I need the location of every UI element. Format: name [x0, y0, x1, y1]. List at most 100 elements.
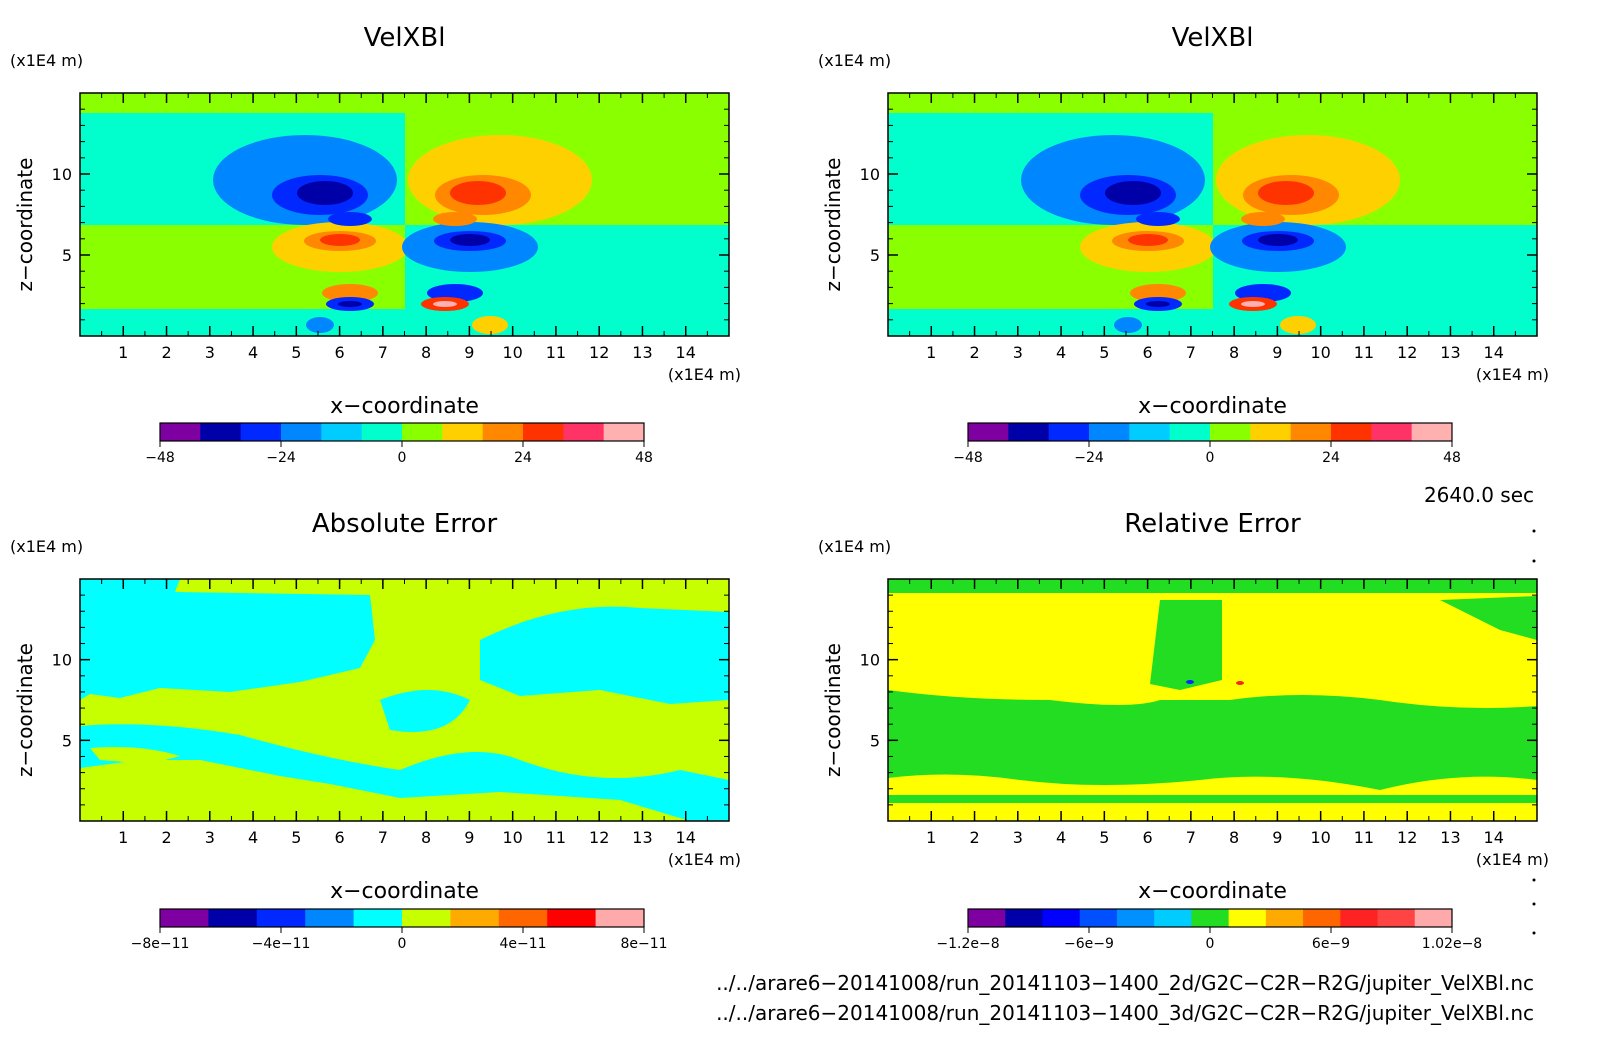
x-unit-absolute-error: (x1E4 m)	[668, 850, 741, 869]
x-tick-label-absolute-error: 9	[464, 828, 474, 847]
x-tick-label-absolute-error: 2	[161, 828, 171, 847]
y-tick-label-velxbl-left: 5	[62, 246, 72, 265]
colorbar-label-velxbl-left: 24	[514, 450, 532, 466]
x-tick-label-absolute-error: 14	[676, 828, 696, 847]
y-unit-relative-error: (x1E4 m)	[818, 537, 891, 556]
ylabel-velxbl-right: z−coordinate	[821, 158, 845, 292]
y-tick-label-velxbl-right: 10	[860, 165, 880, 184]
colorbar-swatch-velxbl-left	[160, 423, 201, 441]
colorbar-swatch-absolute-error	[208, 909, 258, 927]
colorbar-swatch-absolute-error	[256, 909, 306, 927]
colorbar-swatch-absolute-error	[450, 909, 500, 927]
colorbar-swatch-absolute-error	[547, 909, 597, 927]
colorbar-swatch-relative-error	[1303, 909, 1341, 927]
colorbar-swatch-relative-error	[1005, 909, 1043, 927]
colorbar-swatch-velxbl-right	[1371, 423, 1413, 441]
x-tick-label-absolute-error: 8	[421, 828, 431, 847]
x-tick-label-relative-error: 2	[969, 828, 979, 847]
x-tick-label-velxbl-left: 2	[161, 343, 171, 362]
colorbar-swatch-velxbl-left	[361, 423, 403, 441]
x-tick-label-velxbl-right: 4	[1056, 343, 1066, 362]
colorbar-label-velxbl-right: −24	[1074, 450, 1104, 466]
x-tick-label-velxbl-left: 4	[248, 343, 258, 362]
xlabel-velxbl-left: x−coordinate	[330, 394, 479, 419]
x-tick-label-velxbl-right: 7	[1186, 343, 1196, 362]
title-absolute-error: Absolute Error	[312, 509, 498, 539]
panel-velxbl-left	[79, 92, 730, 337]
x-tick-label-velxbl-right: 13	[1440, 343, 1460, 362]
y-tick-label-relative-error: 10	[860, 651, 880, 670]
colorbar-swatch-velxbl-right	[1331, 423, 1372, 441]
colorbar-swatch-absolute-error	[498, 909, 548, 927]
field-velxbl-right	[888, 93, 1537, 336]
colorbar-swatch-relative-error	[968, 909, 1006, 927]
colorbar-swatch-relative-error	[1042, 909, 1081, 927]
colorbar-swatch-relative-error	[1414, 909, 1453, 927]
x-tick-label-velxbl-left: 14	[676, 343, 696, 362]
colorbar-swatch-velxbl-left	[563, 423, 605, 441]
colorbar-label-relative-error: 6e−9	[1312, 936, 1350, 952]
x-unit-relative-error: (x1E4 m)	[1476, 850, 1549, 869]
colorbar-label-velxbl-left: −24	[266, 450, 296, 466]
colorbar-swatch-relative-error	[1377, 909, 1416, 927]
colorbar-label-velxbl-right: 0	[1206, 450, 1215, 466]
colorbar-swatch-velxbl-right	[1210, 423, 1251, 441]
y-tick-label-absolute-error: 10	[52, 651, 72, 670]
x-tick-label-absolute-error: 6	[335, 828, 345, 847]
x-tick-label-velxbl-left: 1	[118, 343, 128, 362]
x-tick-label-velxbl-left: 6	[335, 343, 345, 362]
colorbar-swatch-relative-error	[1191, 909, 1230, 927]
colorbar-label-velxbl-left: 48	[635, 450, 653, 466]
colorbar-swatch-velxbl-right	[1411, 423, 1453, 441]
colorbar-swatch-velxbl-right	[1129, 423, 1171, 441]
x-tick-label-relative-error: 4	[1056, 828, 1066, 847]
y-unit-velxbl-right: (x1E4 m)	[818, 51, 891, 70]
colorbar-label-velxbl-right: 48	[1443, 450, 1461, 466]
y-tick-label-velxbl-left: 10	[52, 165, 72, 184]
y-tick-label-absolute-error: 5	[62, 731, 72, 750]
colorbar-swatch-relative-error	[1340, 909, 1379, 927]
x-tick-label-velxbl-right: 12	[1397, 343, 1417, 362]
x-tick-label-velxbl-right: 9	[1272, 343, 1282, 362]
x-tick-label-relative-error: 11	[1354, 828, 1374, 847]
x-tick-label-velxbl-left: 7	[378, 343, 388, 362]
x-tick-label-relative-error: 14	[1484, 828, 1504, 847]
colorbar-swatch-velxbl-right	[1008, 423, 1050, 441]
y-unit-velxbl-left: (x1E4 m)	[10, 51, 83, 70]
field-relative-error	[888, 579, 1537, 821]
title-velxbl-right: VelXBl	[1172, 23, 1254, 53]
x-tick-label-relative-error: 3	[1013, 828, 1023, 847]
x-tick-label-velxbl-right: 6	[1143, 343, 1153, 362]
x-tick-label-relative-error: 5	[1099, 828, 1109, 847]
x-tick-label-relative-error: 13	[1440, 828, 1460, 847]
chart-layer: VelXBl (x1E4 m) (x1E4 m) x−coordinate z−coor…	[10, 23, 1549, 952]
x-tick-label-velxbl-right: 14	[1484, 343, 1504, 362]
x-tick-label-velxbl-right: 8	[1229, 343, 1239, 362]
colorbar-label-absolute-error: 8e−11	[620, 936, 667, 952]
colorbar-label-velxbl-left: 0	[398, 450, 407, 466]
colorbar-swatch-velxbl-left	[482, 423, 524, 441]
x-tick-label-relative-error: 6	[1143, 828, 1153, 847]
colorbar-swatch-relative-error	[1116, 909, 1155, 927]
field-velxbl-left	[80, 93, 729, 336]
ylabel-velxbl-left: z−coordinate	[13, 158, 37, 292]
title-relative-error: Relative Error	[1124, 509, 1301, 539]
colorbar-label-relative-error: −6e−9	[1064, 936, 1114, 952]
title-velxbl-left: VelXBl	[364, 23, 446, 53]
colorbar-swatch-velxbl-left	[402, 423, 443, 441]
x-tick-label-relative-error: 10	[1310, 828, 1330, 847]
colorbar-swatch-velxbl-right	[1290, 423, 1332, 441]
time-label: 2640.0 sec	[1424, 483, 1534, 507]
colorbar-label-absolute-error: 0	[398, 936, 407, 952]
x-tick-label-absolute-error: 5	[291, 828, 301, 847]
x-tick-label-absolute-error: 4	[248, 828, 258, 847]
xlabel-relative-error: x−coordinate	[1138, 879, 1287, 904]
x-tick-label-velxbl-left: 13	[632, 343, 652, 362]
colorbar-label-velxbl-left: −48	[145, 450, 175, 466]
panel-relative-error	[887, 578, 1538, 822]
panel-velxbl-right	[887, 92, 1538, 337]
colorbar-swatch-velxbl-left	[321, 423, 363, 441]
file-line-2d: ../../arare6−20141008/run_20141103−1400_…	[716, 971, 1534, 995]
x-tick-label-absolute-error: 11	[546, 828, 566, 847]
x-tick-label-absolute-error: 3	[205, 828, 215, 847]
